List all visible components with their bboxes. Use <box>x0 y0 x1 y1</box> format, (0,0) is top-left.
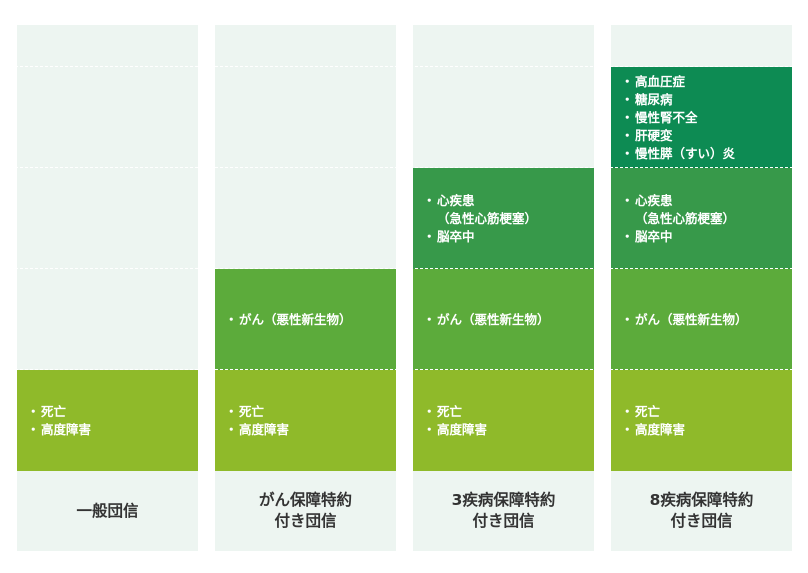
label-line: 3疾病保障特約 <box>451 491 556 509</box>
coverage-item: 高度障害 <box>437 421 594 439</box>
item-text: 高度障害 <box>635 421 792 439</box>
column: 死亡高度障害がん（悪性新生物）心疾患（急性心筋梗塞）脳卒中高血圧症糖尿病慢性腎不… <box>611 25 792 551</box>
coverage-block: 心疾患（急性心筋梗塞）脳卒中 <box>611 168 792 269</box>
coverage-item: 高度障害 <box>635 421 792 439</box>
item-text: がん（悪性新生物） <box>437 311 594 329</box>
coverage-item: 心疾患（急性心筋梗塞） <box>635 192 792 228</box>
item-text: 死亡 <box>41 403 198 421</box>
item-text: 慢性膵（すい）炎 <box>635 145 792 163</box>
column-label: 一般団信 <box>17 471 198 551</box>
coverage-item: がん（悪性新生物） <box>239 311 396 329</box>
item-text: 糖尿病 <box>635 91 792 109</box>
item-text: 脳卒中 <box>437 228 594 246</box>
label-line: がん保障特約 <box>258 491 352 509</box>
coverage-block: がん（悪性新生物） <box>611 269 792 370</box>
coverage-item: 心疾患（急性心筋梗塞） <box>437 192 594 228</box>
coverage-block: 高血圧症糖尿病慢性腎不全肝硬変慢性膵（すい）炎 <box>611 67 792 168</box>
coverage-block: 心疾患（急性心筋梗塞）脳卒中 <box>413 168 594 269</box>
item-text: 死亡 <box>635 403 792 421</box>
item-text: 高度障害 <box>41 421 198 439</box>
guide-line <box>0 268 808 269</box>
coverage-block: がん（悪性新生物） <box>413 269 594 370</box>
coverage-block: 死亡高度障害 <box>215 370 396 471</box>
column: 死亡高度障害一般団信 <box>17 25 198 551</box>
coverage-item: がん（悪性新生物） <box>635 311 792 329</box>
guide-line <box>0 167 808 168</box>
item-text: （急性心筋梗塞） <box>635 210 736 226</box>
label-line: 付き団信 <box>274 512 337 530</box>
label-line: 付き団信 <box>472 512 535 530</box>
coverage-item: 慢性腎不全 <box>635 109 792 127</box>
coverage-item: 死亡 <box>635 403 792 421</box>
item-text: 死亡 <box>239 403 396 421</box>
coverage-item: 高血圧症 <box>635 73 792 91</box>
label-line: 付き団信 <box>670 512 733 530</box>
item-text: 高度障害 <box>437 421 594 439</box>
item-text: 心疾患 <box>437 192 594 210</box>
column-label: 8疾病保障特約 付き団信 <box>611 471 792 551</box>
coverage-item: 脳卒中 <box>437 228 594 246</box>
coverage-block: がん（悪性新生物） <box>215 269 396 370</box>
coverage-item: 糖尿病 <box>635 91 792 109</box>
item-text: 心疾患 <box>635 192 792 210</box>
coverage-block: 死亡高度障害 <box>413 370 594 471</box>
item-text: 死亡 <box>437 403 594 421</box>
item-text: 肝硬変 <box>635 127 792 145</box>
column-label: 3疾病保障特約 付き団信 <box>413 471 594 551</box>
coverage-block: 死亡高度障害 <box>17 370 198 471</box>
item-text: 高血圧症 <box>635 73 792 91</box>
label-line: 一般団信 <box>76 501 139 520</box>
coverage-item: 死亡 <box>239 403 396 421</box>
coverage-item: 高度障害 <box>239 421 396 439</box>
label-line: 8疾病保障特約 <box>649 491 754 509</box>
item-text: 高度障害 <box>239 421 396 439</box>
coverage-item: 脳卒中 <box>635 228 792 246</box>
coverage-item: 慢性膵（すい）炎 <box>635 145 792 163</box>
item-text: 脳卒中 <box>635 228 792 246</box>
guide-line <box>0 369 808 370</box>
coverage-item: 死亡 <box>437 403 594 421</box>
coverage-item: 肝硬変 <box>635 127 792 145</box>
item-text: がん（悪性新生物） <box>635 311 792 329</box>
coverage-item: がん（悪性新生物） <box>437 311 594 329</box>
column-label: がん保障特約 付き団信 <box>215 471 396 551</box>
coverage-item: 高度障害 <box>41 421 198 439</box>
item-text: 慢性腎不全 <box>635 109 792 127</box>
coverage-block: 死亡高度障害 <box>611 370 792 471</box>
item-text: （急性心筋梗塞） <box>437 210 538 226</box>
item-text: がん（悪性新生物） <box>239 311 396 329</box>
guide-line <box>0 66 808 67</box>
coverage-item: 死亡 <box>41 403 198 421</box>
